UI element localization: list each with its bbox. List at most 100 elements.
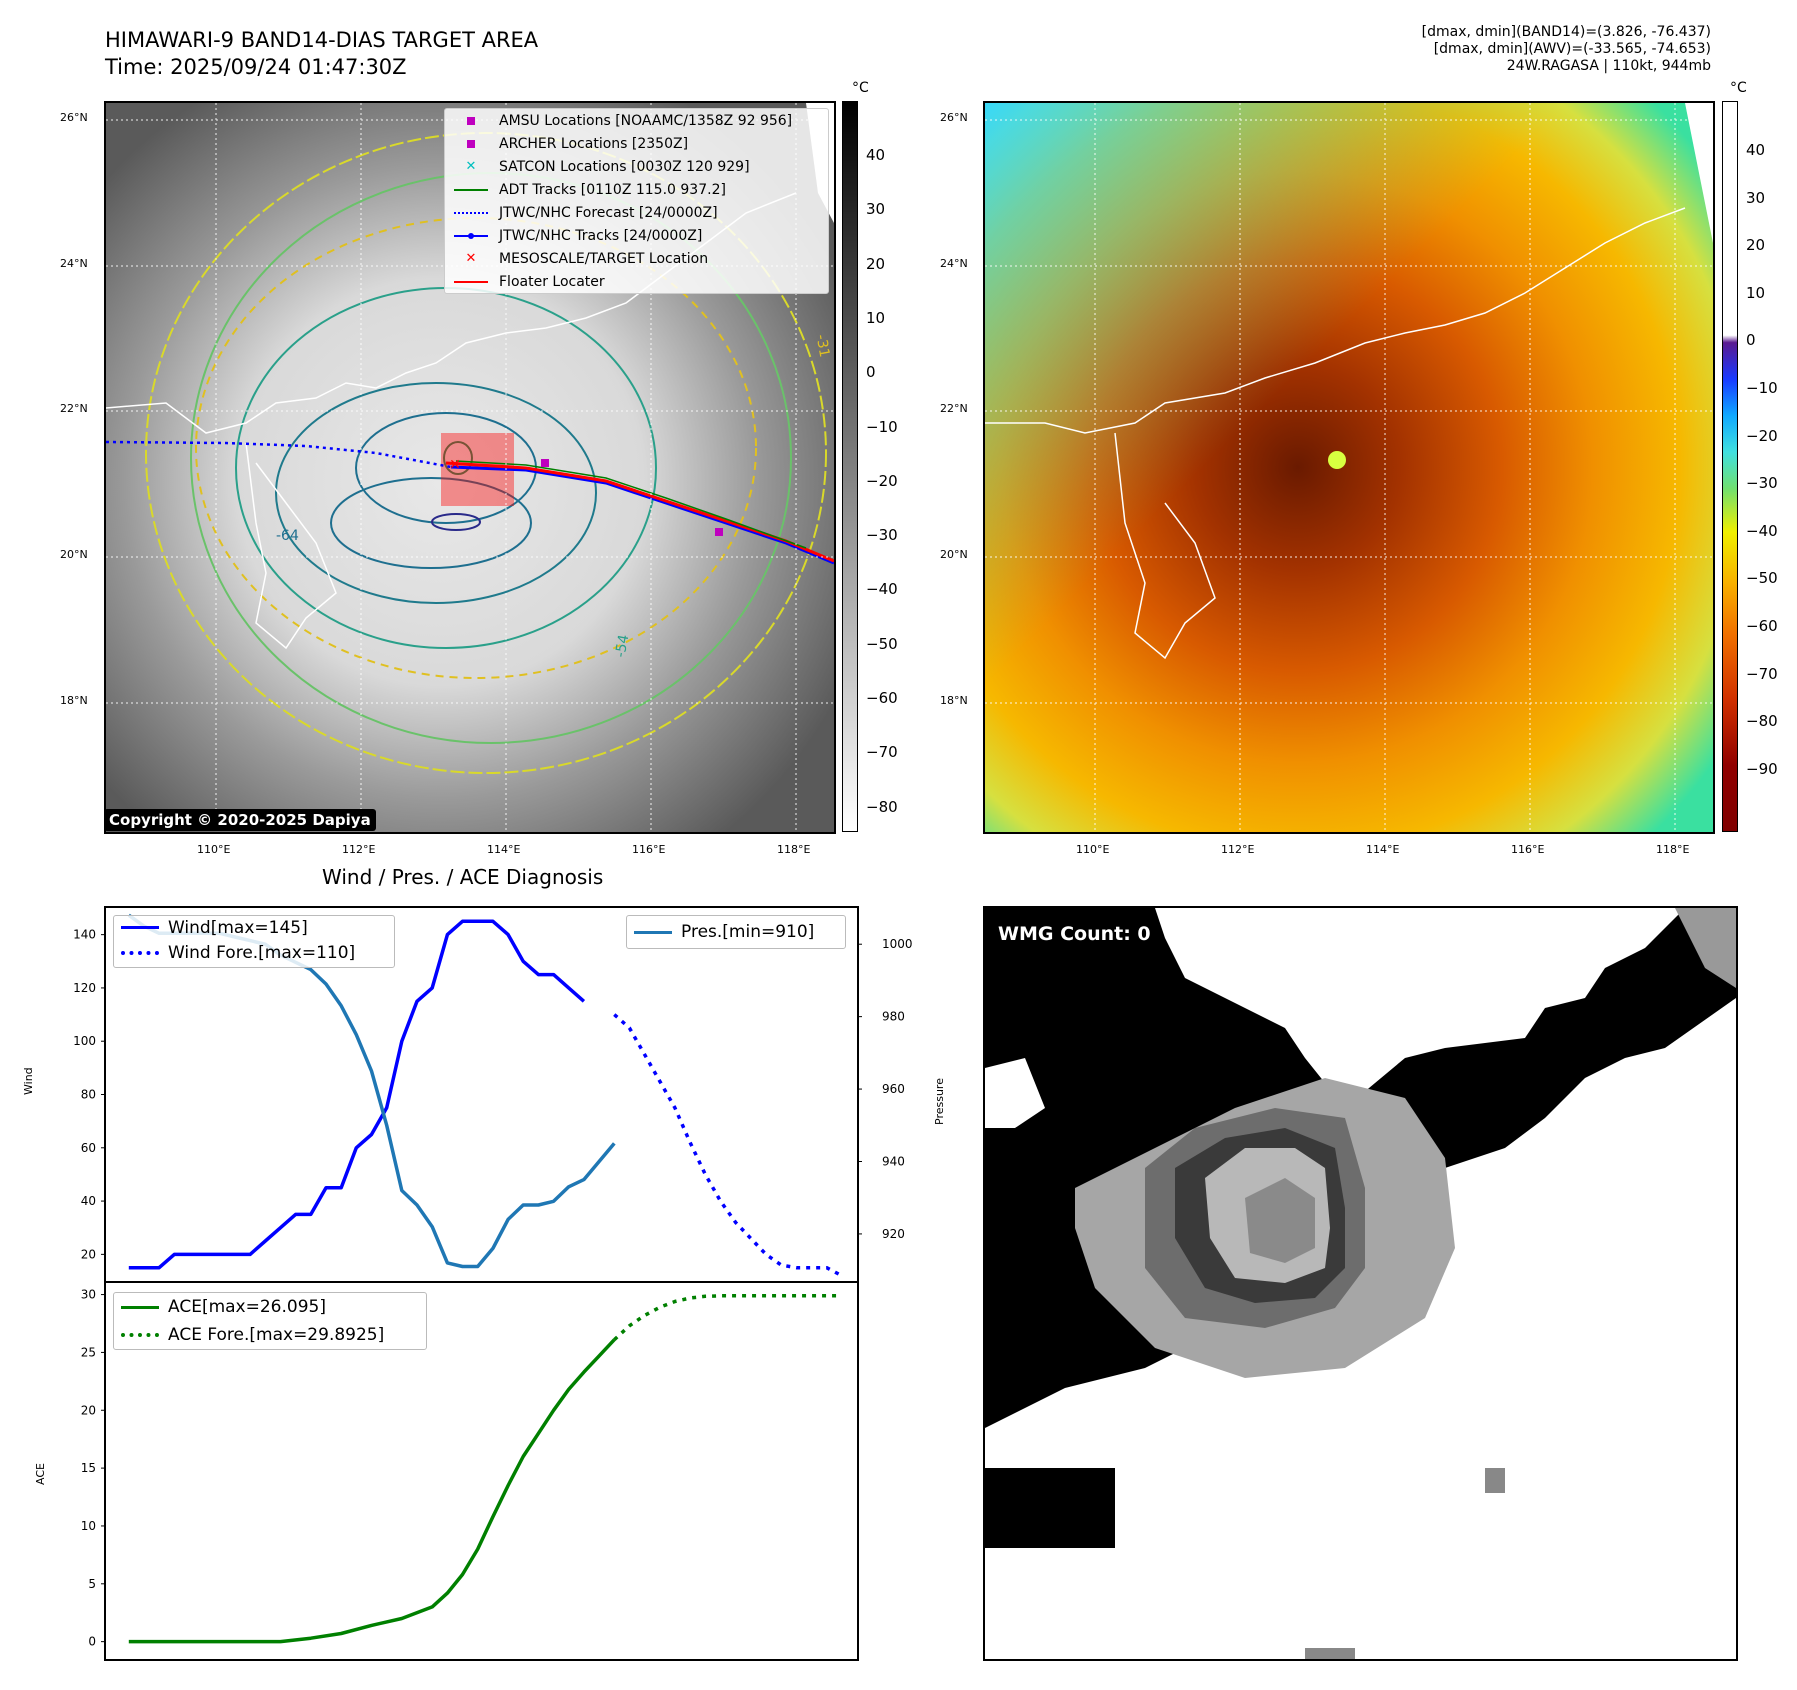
colorbar-tick-label: −30: [1746, 474, 1778, 493]
legend-ace-fore-icon: [121, 1333, 159, 1337]
legend-archer: ARCHER Locations [2350Z]: [445, 132, 828, 155]
legend-floater: Floater Locater: [445, 270, 828, 293]
lat-label: 20°N: [60, 548, 88, 561]
lon-label: 118°E: [777, 843, 811, 856]
colorbar-tick-label: −70: [1746, 664, 1778, 683]
legend-ace: ACE[max=26.095]: [114, 1293, 426, 1321]
ace-forecast-line: [613, 1294, 842, 1341]
colorbar-tick-label: −80: [866, 797, 898, 816]
legend-wind-label: Wind[max=145]: [168, 917, 308, 938]
colorbar-tick-label: −70: [866, 743, 898, 762]
diag-title: Wind / Pres. / ACE Diagnosis: [322, 865, 604, 889]
colorbar-tick-label: −60: [1746, 617, 1778, 635]
lon-label: 112°E: [342, 843, 376, 856]
info-band14-range: [dmax, dmin](BAND14)=(3.826, -76.437): [1421, 24, 1711, 40]
legend-satcon-label: SATCON Locations [0030Z 120 929]: [499, 158, 750, 175]
colorbar-unit: °C: [852, 80, 869, 96]
wind-axis-tick-label: 60: [81, 1141, 96, 1155]
colorbar-tick-label: 10: [1746, 283, 1766, 302]
colorbar-tick-label: −40: [866, 580, 898, 599]
copyright-label: Copyright © 2020-2025 Dapiya: [104, 809, 376, 831]
colorbar-tick-label: 30: [1746, 188, 1766, 207]
colorbar-tick-label: −40: [1746, 521, 1778, 540]
legend-satcon-icon: ✕: [465, 159, 477, 174]
wmg-image: [985, 908, 1736, 1659]
info-storm: 24W.RAGASA | 110kt, 944mb: [1506, 58, 1711, 74]
legend-archer-icon: [467, 139, 475, 148]
lon-label: 114°E: [1366, 843, 1400, 856]
legend-wind-fore-label: Wind Fore.[max=110]: [168, 943, 356, 963]
lon-label: 116°E: [632, 843, 666, 856]
wind-legend: Wind[max=145] Wind Fore.[max=110]: [113, 915, 395, 968]
pressure-axis-tick-label: 960: [882, 1082, 905, 1096]
colorbar-unit: °C: [1730, 80, 1747, 96]
legend-target-label: MESOSCALE/TARGET Location: [499, 250, 709, 267]
awv-colorbar: [1722, 101, 1738, 832]
colorbar-tick-label: −90: [1746, 759, 1778, 778]
colorbar-tick-label: −20: [866, 471, 898, 490]
lat-label: 22°N: [940, 402, 968, 415]
legend-adt-icon: [454, 188, 488, 191]
legend-amsu: AMSU Locations [NOAAMC/1358Z 92 956]: [445, 109, 828, 132]
colorbar-tick-label: −20: [1746, 426, 1778, 445]
legend-adt: ADT Tracks [0110Z 115.0 937.2]: [445, 178, 828, 201]
legend-pres-label: Pres.[min=910]: [681, 922, 815, 942]
ace-axis-tick-label: 10: [81, 1519, 96, 1533]
awv-map-image: [985, 103, 1713, 832]
wind-axis-tick-label: 20: [81, 1247, 96, 1261]
info-block: [dmax, dmin](BAND14)=(3.826, -76.437) [d…: [1211, 24, 1711, 75]
pressure-axis-tick-label: 920: [882, 1227, 905, 1241]
ace-axis-tick-label: 15: [81, 1461, 96, 1475]
legend-wind-fore-icon: [121, 951, 159, 955]
colorbar-tick-label: 30: [866, 200, 886, 219]
legend-target: ✕ MESOSCALE/TARGET Location: [445, 247, 828, 270]
wind-axis-tick-label: 140: [73, 928, 96, 942]
lat-label: 22°N: [60, 402, 88, 415]
wind-line: [128, 919, 586, 1270]
chart-title: HIMAWARI-9 BAND14-DIAS TARGET AREA: [105, 28, 539, 52]
colorbar-tick-label: −10: [866, 417, 898, 436]
colorbar-tick-label: 0: [1746, 331, 1756, 350]
ace-axis-tick-label: 5: [88, 1577, 96, 1591]
legend-pres: Pres.[min=910]: [627, 916, 845, 948]
colorbar-tick-label: 20: [866, 254, 886, 273]
legend-forecast: JTWC/NHC Forecast [24/0000Z]: [445, 201, 828, 224]
ace-line: [128, 1338, 616, 1644]
ace-axis-label: ACE: [34, 1463, 47, 1485]
awv-map-panel: [983, 101, 1715, 834]
legend-ace-fore-label: ACE Fore.[max=29.8925]: [168, 1325, 385, 1345]
legend-tracks-label: JTWC/NHC Tracks [24/0000Z]: [499, 227, 703, 244]
colorbar-tick-label: 20: [1746, 236, 1766, 255]
lat-label: 26°N: [940, 111, 968, 124]
lon-label: 110°E: [197, 843, 231, 856]
legend-ace-icon: [121, 1305, 159, 1309]
legend-ace-fore: ACE Fore.[max=29.8925]: [114, 1321, 426, 1349]
legend-forecast-label: JTWC/NHC Forecast [24/0000Z]: [499, 204, 718, 221]
lon-label: 114°E: [487, 843, 521, 856]
legend-forecast-icon: [454, 211, 488, 214]
legend-target-icon: ✕: [465, 251, 477, 266]
legend-tracks-icon: [454, 232, 488, 239]
wind-axis-tick-label: 100: [73, 1034, 96, 1048]
lat-label: 18°N: [940, 694, 968, 707]
info-awv-range: [dmax, dmin](AWV)=(-33.565, -74.653): [1433, 41, 1711, 57]
lat-label: 18°N: [60, 694, 88, 707]
ace-axis-tick-label: 20: [81, 1403, 96, 1417]
colorbar-tick-label: −10: [1746, 379, 1778, 397]
wmg-panel: [983, 906, 1738, 1661]
contour-label-1: -64: [276, 528, 299, 544]
legend-ace-label: ACE[max=26.095]: [168, 1297, 326, 1317]
wmg-count-badge: WMG Count: 0: [990, 919, 1159, 949]
colorbar-tick-label: 0: [866, 363, 876, 382]
colorbar-tick-label: −50: [1746, 569, 1778, 588]
colorbar-tick-label: 40: [1746, 141, 1766, 159]
ace-axis-tick-label: 30: [81, 1288, 96, 1302]
archer-marker: [715, 528, 723, 536]
ace-panel: [104, 1281, 859, 1661]
lat-label: 24°N: [60, 257, 88, 270]
pressure-axis-tick-label: 1000: [882, 937, 913, 951]
map-legend: AMSU Locations [NOAAMC/1358Z 92 956] ARC…: [444, 108, 829, 294]
chart-time: Time: 2025/09/24 01:47:30Z: [105, 55, 407, 79]
legend-floater-icon: [454, 280, 488, 283]
legend-floater-label: Floater Locater: [499, 273, 605, 290]
